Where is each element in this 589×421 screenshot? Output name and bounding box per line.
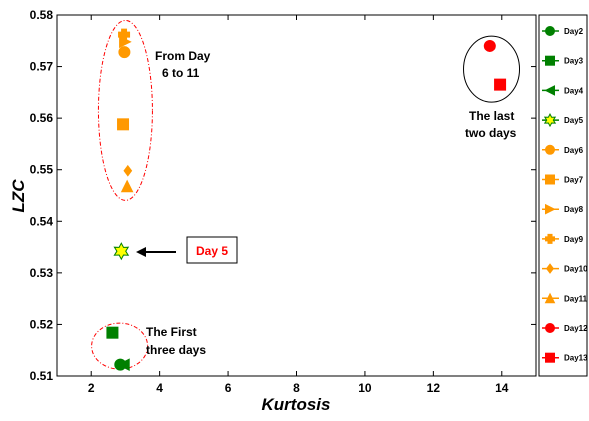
- data-point-day6: [118, 46, 131, 59]
- legend-marker-day2: [545, 26, 555, 36]
- legend-marker-day9: [545, 233, 555, 244]
- legend-label: Day11: [564, 294, 588, 303]
- annotation-last-days-line1: The last: [469, 109, 514, 123]
- legend-label: Day5: [564, 116, 584, 125]
- data-point-day13: [494, 78, 507, 91]
- legend-marker-day6: [545, 144, 555, 155]
- annotation-days-6-11-line1: From Day: [155, 49, 211, 63]
- data-point-day11: [120, 179, 134, 193]
- legend-label: Day4: [564, 86, 584, 95]
- y-axis-title: LZC: [9, 179, 28, 213]
- legend-marker-day12: [545, 323, 555, 333]
- annotation-last-days-line2: two days: [465, 126, 517, 140]
- legend-label: Day6: [564, 146, 584, 155]
- ellipse-first-days: [91, 322, 149, 370]
- y-tick-label: 0.58: [30, 8, 54, 22]
- y-axis-ticks: 0.51 0.52 0.53 0.54 0.55 0.56 0.57 0.58: [30, 8, 536, 383]
- y-tick-label: 0.55: [30, 163, 54, 177]
- y-tick-label: 0.51: [30, 369, 54, 383]
- legend-label: Day10: [564, 265, 588, 274]
- legend-label: Day12: [564, 324, 588, 333]
- y-tick-label: 0.56: [30, 111, 54, 125]
- legend-frame: [538, 14, 588, 377]
- x-axis-title: Kurtosis: [262, 395, 331, 414]
- x-tick-label: 8: [293, 381, 300, 395]
- legend-label: Day3: [564, 57, 584, 66]
- day5-arrow: [136, 247, 176, 257]
- legend-marker-day5: [543, 113, 557, 128]
- y-tick-label: 0.54: [30, 214, 54, 228]
- data-point-day12: [483, 39, 496, 52]
- data-point-day9: [118, 28, 131, 41]
- legend-label: Day7: [564, 176, 584, 185]
- legend-label: Day8: [564, 205, 584, 214]
- legend-items: Day2 Day3 Day4 Day5 Day6 Day7 Day8 Day9 Day10 Day…: [542, 26, 588, 363]
- legend-marker-day8: [545, 203, 556, 215]
- annotation-first-days-line2: three days: [146, 343, 206, 357]
- legend-marker-day13: [545, 352, 555, 363]
- x-tick-label: 4: [156, 381, 163, 395]
- x-tick-label: 6: [225, 381, 232, 395]
- x-axis-ticks: 2 4 6 8 10 12 14: [88, 15, 509, 395]
- x-tick-label: 10: [358, 381, 372, 395]
- ellipse-days-6-11: [97, 19, 153, 201]
- group-ellipses: [91, 19, 521, 370]
- plot-area: 2 4 6 8 10 12 14 0.510.520.530.540.550.560.570…: [30, 8, 537, 395]
- ellipse-last-days: [463, 35, 521, 103]
- data-point-day5: [113, 242, 130, 261]
- data-point-day10: [123, 164, 133, 177]
- y-tick-label: 0.52: [30, 317, 54, 331]
- legend-marker-day3: [545, 55, 555, 66]
- data-point-day3: [106, 326, 119, 339]
- x-tick-label: 2: [88, 381, 95, 395]
- annotation-day5: Day 5: [196, 244, 228, 258]
- legend-marker-day11: [544, 292, 556, 304]
- x-tick-label: 14: [495, 381, 509, 395]
- annotation-days-6-11-line2: 6 to 11: [162, 66, 200, 80]
- legend-marker-day7: [545, 174, 555, 185]
- annotation-first-days-line1: The First: [146, 325, 197, 339]
- legend-label: Day2: [564, 27, 584, 36]
- legend: Day2 Day3 Day4 Day5 Day6 Day7 Day8 Day9 Day10 Day…: [538, 14, 588, 377]
- x-tick-label: 12: [427, 381, 441, 395]
- data-point-day4: [117, 358, 130, 371]
- legend-label: Day13: [564, 354, 588, 363]
- data-points: [106, 28, 507, 371]
- legend-label: Day9: [564, 235, 584, 244]
- legend-marker-day10: [546, 263, 554, 274]
- day5-label-box: [186, 236, 238, 264]
- legend-marker-day4: [544, 85, 555, 96]
- plot-frame: [56, 14, 537, 377]
- y-tick-label: 0.57: [30, 60, 54, 74]
- data-point-day7: [117, 118, 130, 131]
- y-tick-label: 0.53: [30, 266, 54, 280]
